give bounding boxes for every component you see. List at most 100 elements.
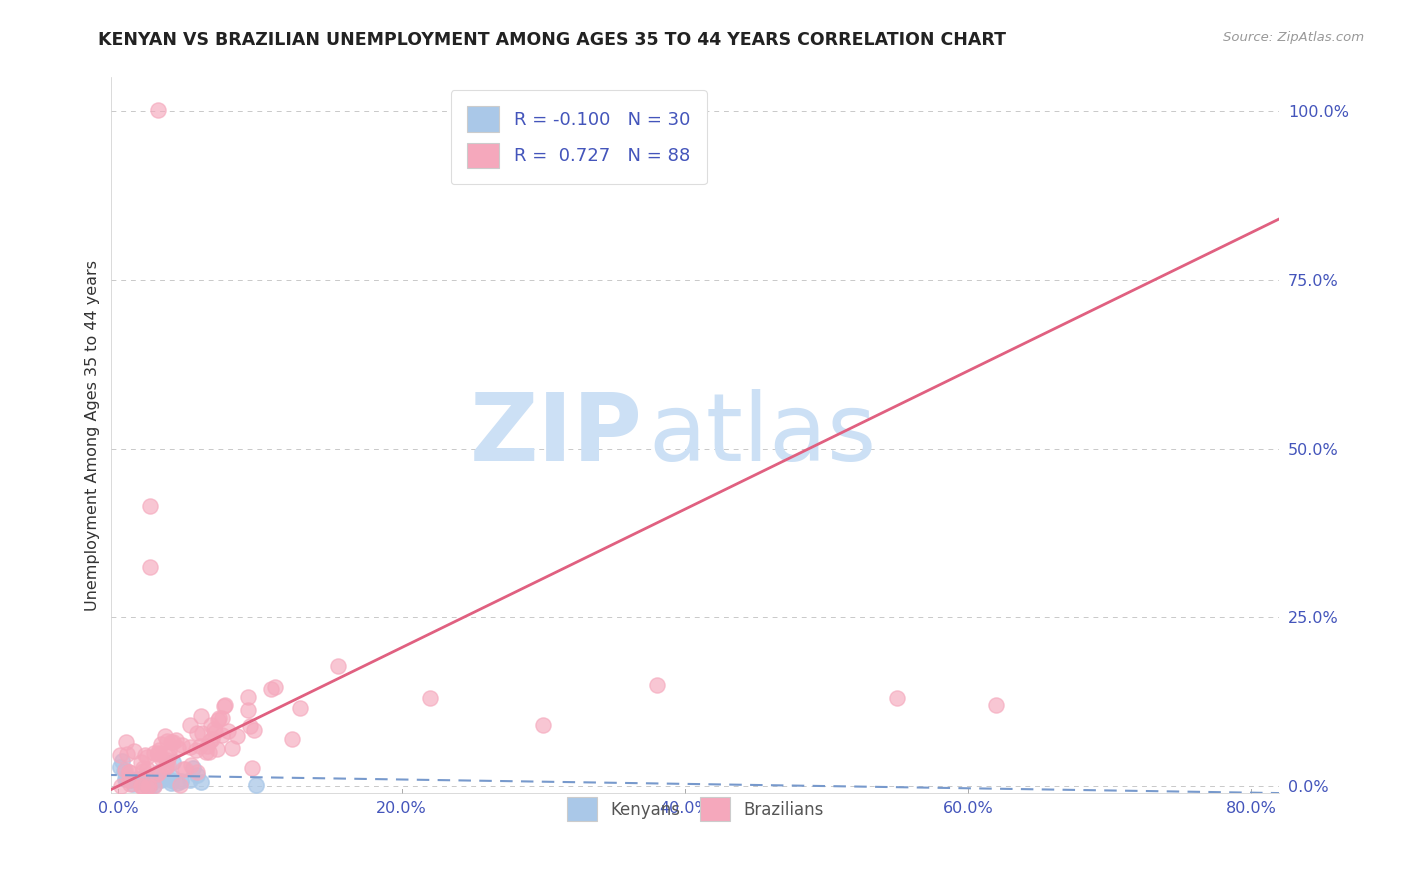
Point	[172, 762, 194, 776]
Point	[236, 703, 259, 717]
Point	[207, 713, 229, 727]
Point	[146, 767, 169, 781]
Legend: Kenyans, Brazilians: Kenyans, Brazilians	[554, 784, 838, 834]
Point	[120, 773, 142, 788]
Point	[138, 778, 160, 792]
Point	[211, 727, 233, 741]
Point	[156, 753, 179, 767]
Point	[162, 735, 184, 749]
Point	[645, 678, 668, 692]
Text: ZIP: ZIP	[470, 389, 643, 481]
Point	[204, 724, 226, 739]
Point	[190, 775, 212, 789]
Point	[260, 681, 283, 696]
Point	[132, 761, 155, 775]
Point	[131, 771, 153, 785]
Point	[986, 698, 1008, 712]
Point	[191, 725, 214, 739]
Point	[198, 734, 221, 748]
Point	[149, 751, 172, 765]
Point	[129, 779, 152, 793]
Point	[155, 760, 177, 774]
Point	[143, 778, 166, 792]
Point	[288, 701, 311, 715]
Point	[245, 778, 267, 792]
Point	[138, 559, 160, 574]
Point	[131, 764, 153, 778]
Point	[174, 762, 197, 776]
Point	[184, 743, 207, 757]
Point	[153, 729, 176, 743]
Point	[129, 755, 152, 769]
Point	[208, 711, 231, 725]
Point	[150, 737, 173, 751]
Point	[159, 776, 181, 790]
Point	[118, 764, 141, 779]
Point	[114, 764, 136, 778]
Point	[180, 757, 202, 772]
Point	[186, 768, 208, 782]
Point	[166, 732, 188, 747]
Point	[138, 777, 160, 791]
Point	[186, 726, 208, 740]
Point	[264, 680, 287, 694]
Point	[108, 748, 131, 763]
Point	[166, 776, 188, 790]
Point	[135, 778, 157, 792]
Point	[217, 723, 239, 738]
Point	[148, 764, 170, 779]
Point	[214, 698, 236, 712]
Point	[236, 690, 259, 704]
Point	[156, 733, 179, 747]
Point	[108, 760, 131, 774]
Point	[115, 747, 138, 761]
Point	[195, 745, 218, 759]
Point	[148, 743, 170, 757]
Point	[150, 772, 173, 786]
Point	[157, 744, 180, 758]
Point	[205, 741, 228, 756]
Point	[131, 779, 153, 793]
Point	[181, 761, 204, 775]
Point	[110, 779, 132, 793]
Point	[115, 770, 138, 784]
Point	[280, 732, 302, 747]
Point	[121, 777, 143, 791]
Point	[159, 772, 181, 787]
Point	[179, 717, 201, 731]
Point	[225, 729, 247, 743]
Point	[146, 746, 169, 760]
Point	[136, 779, 159, 793]
Point	[195, 739, 218, 754]
Point	[118, 777, 141, 791]
Point	[122, 744, 145, 758]
Text: Source: ZipAtlas.com: Source: ZipAtlas.com	[1223, 31, 1364, 45]
Text: atlas: atlas	[648, 389, 877, 481]
Point	[169, 778, 191, 792]
Point	[115, 735, 138, 749]
Point	[157, 748, 180, 763]
Point	[212, 698, 235, 713]
Point	[190, 709, 212, 723]
Point	[142, 779, 165, 793]
Point	[221, 741, 243, 756]
Text: KENYAN VS BRAZILIAN UNEMPLOYMENT AMONG AGES 35 TO 44 YEARS CORRELATION CHART: KENYAN VS BRAZILIAN UNEMPLOYMENT AMONG A…	[98, 31, 1007, 49]
Point	[167, 741, 190, 756]
Point	[135, 750, 157, 764]
Point	[127, 772, 149, 786]
Point	[138, 779, 160, 793]
Point	[114, 772, 136, 786]
Point	[242, 761, 264, 775]
Point	[326, 659, 349, 673]
Point	[186, 764, 208, 779]
Point	[179, 773, 201, 788]
Point	[170, 738, 193, 752]
Point	[134, 747, 156, 762]
Point	[155, 757, 177, 772]
Point	[243, 723, 266, 738]
Point	[162, 755, 184, 769]
Point	[118, 765, 141, 780]
Point	[179, 739, 201, 754]
Point	[202, 722, 225, 736]
Point	[143, 746, 166, 760]
